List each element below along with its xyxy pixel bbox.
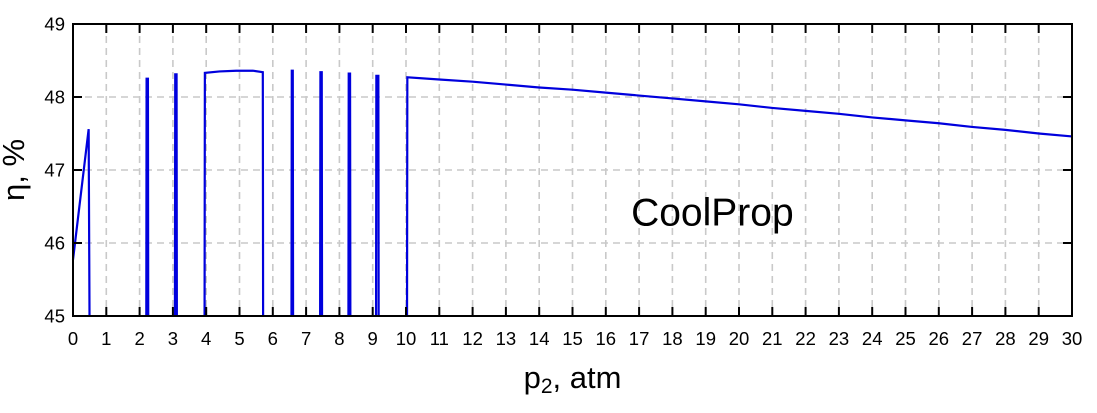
- series-line-eta-vs-p2: [71, 69, 1073, 317]
- x-tick-label: 1: [101, 328, 111, 349]
- x-tick-label: 9: [368, 328, 378, 349]
- x-tick-label: 10: [396, 328, 417, 349]
- x-tick-label: 21: [762, 328, 783, 349]
- x-axis-label: p2, atm: [524, 360, 622, 398]
- x-tick-label: 30: [1062, 328, 1083, 349]
- x-tick-label: 26: [929, 328, 950, 349]
- y-tick-label: 49: [44, 14, 65, 35]
- x-tick-label: 0: [68, 328, 78, 349]
- x-tick-label: 7: [301, 328, 311, 349]
- y-tick-label: 45: [44, 306, 65, 327]
- x-tick-label: 14: [529, 328, 550, 349]
- x-tick-label: 24: [862, 328, 883, 349]
- x-tick-label: 13: [496, 328, 517, 349]
- x-tick-label: 15: [562, 328, 583, 349]
- x-tick-label: 19: [695, 328, 716, 349]
- x-tick-label: 12: [462, 328, 483, 349]
- coolprop-annotation: CoolProp: [631, 191, 794, 234]
- x-tick-label: 8: [334, 328, 344, 349]
- x-tick-label: 2: [134, 328, 144, 349]
- y-tick-label: 47: [44, 160, 65, 181]
- x-tick-label: 29: [1028, 328, 1049, 349]
- x-tick-label: 5: [234, 328, 244, 349]
- x-tick-label: 6: [268, 328, 278, 349]
- x-tick-label: 25: [895, 328, 916, 349]
- x-tick-label: 27: [962, 328, 983, 349]
- x-tick-label: 4: [201, 328, 211, 349]
- y-tick-label: 46: [44, 233, 65, 254]
- x-tick-label: 20: [729, 328, 750, 349]
- x-tick-label: 3: [168, 328, 178, 349]
- x-tick-label: 17: [629, 328, 650, 349]
- y-axis-label: η, %: [0, 139, 31, 201]
- y-tick-label: 48: [44, 87, 65, 108]
- x-tick-label: 23: [829, 328, 850, 349]
- x-tick-label: 11: [430, 328, 449, 349]
- x-tick-label: 16: [596, 328, 617, 349]
- x-tick-label: 28: [995, 328, 1016, 349]
- x-tick-label: 22: [795, 328, 816, 349]
- x-tick-label: 18: [662, 328, 683, 349]
